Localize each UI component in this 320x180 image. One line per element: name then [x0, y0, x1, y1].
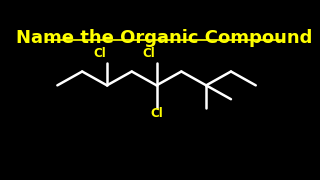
Text: Cl: Cl [143, 47, 156, 60]
Text: Cl: Cl [93, 47, 106, 60]
Text: Name the Organic Compound: Name the Organic Compound [16, 28, 312, 46]
Text: Cl: Cl [150, 107, 163, 120]
